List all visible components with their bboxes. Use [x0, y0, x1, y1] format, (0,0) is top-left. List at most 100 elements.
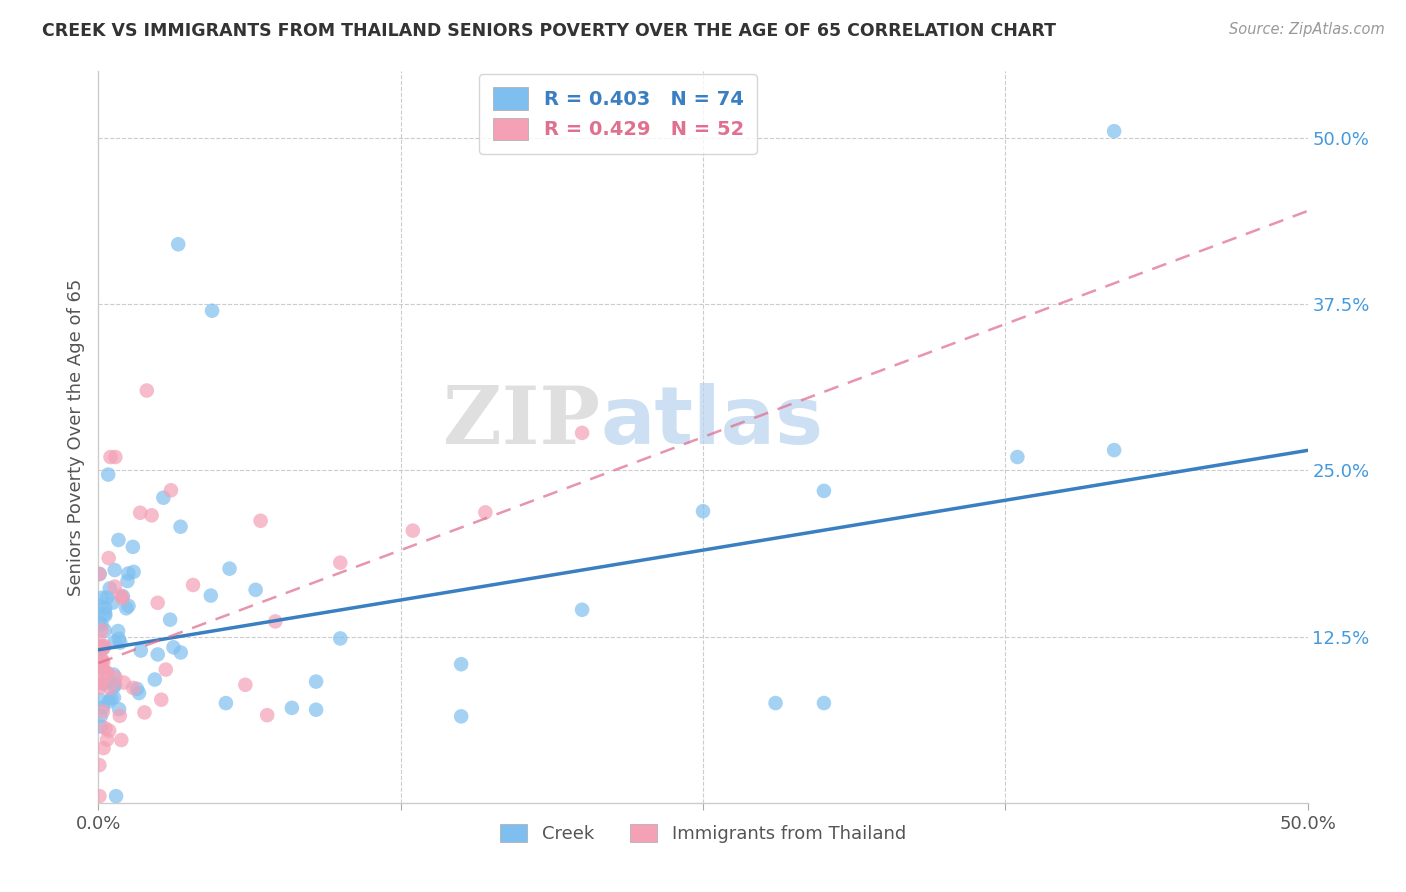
Point — [571, 425, 593, 440]
Point — [91, 661, 114, 675]
Point — [100, 450, 122, 464]
Point — [89, 657, 111, 672]
Point — [329, 632, 352, 646]
Point — [90, 676, 112, 690]
Point — [97, 694, 120, 708]
Point — [94, 665, 117, 680]
Point — [110, 733, 132, 747]
Point — [90, 709, 112, 723]
Point — [129, 643, 152, 657]
Point — [162, 640, 184, 655]
Point — [329, 556, 352, 570]
Point — [93, 741, 115, 756]
Point — [91, 653, 114, 667]
Point — [98, 723, 121, 738]
Point — [104, 563, 127, 577]
Text: atlas: atlas — [600, 384, 824, 461]
Point — [90, 654, 112, 668]
Point — [108, 632, 131, 646]
Point — [450, 709, 472, 723]
Point — [89, 758, 111, 772]
Point — [94, 601, 117, 615]
Point — [143, 673, 166, 687]
Point — [96, 591, 118, 605]
Point — [571, 603, 593, 617]
Point — [155, 663, 177, 677]
Point — [93, 639, 115, 653]
Point — [813, 696, 835, 710]
Point — [122, 565, 145, 579]
Point — [104, 670, 127, 684]
Point — [813, 483, 835, 498]
Point — [89, 640, 111, 654]
Point — [90, 719, 112, 733]
Text: ZIP: ZIP — [443, 384, 600, 461]
Point — [692, 504, 714, 518]
Point — [97, 551, 120, 566]
Point — [103, 635, 125, 649]
Point — [110, 635, 132, 649]
Point — [159, 613, 181, 627]
Point — [215, 696, 238, 710]
Point — [94, 608, 117, 623]
Point — [91, 640, 114, 654]
Point — [235, 678, 257, 692]
Point — [474, 505, 496, 519]
Point — [98, 681, 121, 695]
Point — [91, 641, 114, 656]
Point — [111, 591, 134, 606]
Point — [94, 722, 117, 736]
Point — [104, 580, 127, 594]
Point — [87, 634, 110, 648]
Point — [305, 703, 328, 717]
Point — [245, 582, 267, 597]
Point — [450, 657, 472, 672]
Point — [117, 599, 139, 613]
Point — [101, 596, 124, 610]
Point — [91, 700, 114, 714]
Point — [115, 601, 138, 615]
Point — [100, 691, 122, 706]
Point — [1102, 124, 1125, 138]
Point — [89, 789, 111, 804]
Point — [201, 303, 224, 318]
Point — [129, 506, 152, 520]
Point — [146, 596, 169, 610]
Point — [181, 578, 204, 592]
Point — [167, 237, 190, 252]
Point — [96, 665, 118, 680]
Point — [249, 514, 271, 528]
Point — [121, 540, 143, 554]
Point — [125, 681, 148, 696]
Text: CREEK VS IMMIGRANTS FROM THAILAND SENIORS POVERTY OVER THE AGE OF 65 CORRELATION: CREEK VS IMMIGRANTS FROM THAILAND SENIOR… — [42, 22, 1056, 40]
Point — [218, 562, 240, 576]
Point — [110, 589, 132, 603]
Point — [765, 696, 787, 710]
Point — [108, 702, 131, 716]
Point — [108, 708, 131, 723]
Point — [160, 483, 183, 498]
Point — [256, 708, 278, 723]
Point — [104, 677, 127, 691]
Point — [90, 617, 112, 632]
Point — [122, 681, 145, 695]
Point — [89, 615, 111, 630]
Point — [103, 690, 125, 705]
Point — [169, 519, 191, 533]
Point — [134, 706, 156, 720]
Point — [150, 692, 173, 706]
Point — [112, 675, 135, 690]
Point — [89, 673, 111, 688]
Point — [103, 667, 125, 681]
Point — [146, 648, 169, 662]
Point — [141, 508, 163, 523]
Point — [90, 642, 112, 657]
Point — [264, 615, 287, 629]
Point — [200, 589, 222, 603]
Point — [90, 624, 112, 638]
Point — [89, 599, 111, 613]
Legend: Creek, Immigrants from Thailand: Creek, Immigrants from Thailand — [491, 815, 915, 852]
Point — [91, 676, 114, 690]
Point — [135, 384, 157, 398]
Point — [91, 705, 114, 719]
